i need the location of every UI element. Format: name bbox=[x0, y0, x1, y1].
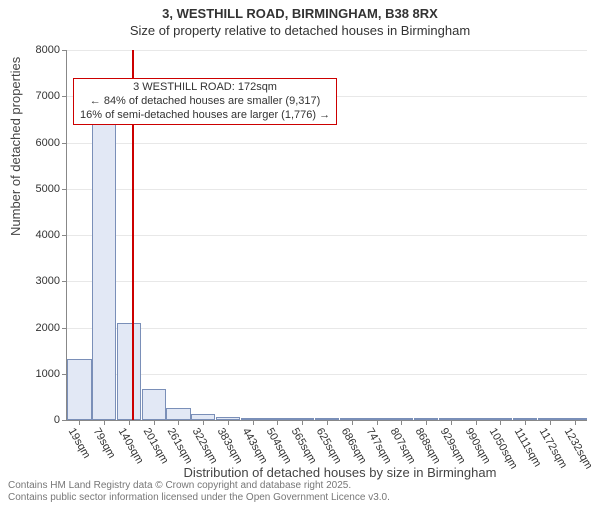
gridline bbox=[67, 374, 587, 375]
y-tick-mark bbox=[62, 143, 67, 144]
annotation-line-2: ← 84% of detached houses are smaller (9,… bbox=[80, 95, 330, 109]
x-tick-label: 79sqm bbox=[91, 426, 118, 461]
gridline bbox=[67, 281, 587, 282]
y-tick-mark bbox=[62, 189, 67, 190]
x-tick-mark bbox=[550, 420, 551, 425]
x-tick-mark bbox=[302, 420, 303, 425]
x-tick-mark bbox=[277, 420, 278, 425]
y-tick-label: 7000 bbox=[20, 90, 60, 102]
y-tick-label: 3000 bbox=[20, 275, 60, 287]
chart-subtitle: Size of property relative to detached ho… bbox=[0, 23, 600, 38]
y-tick-mark bbox=[62, 420, 67, 421]
footer-attribution: Contains HM Land Registry data © Crown c… bbox=[8, 480, 390, 504]
histogram-bar bbox=[92, 114, 116, 420]
x-tick-mark bbox=[327, 420, 328, 425]
x-tick-mark bbox=[476, 420, 477, 425]
x-tick-mark bbox=[253, 420, 254, 425]
plot-area: 3 WESTHILL ROAD: 172sqm← 84% of detached… bbox=[66, 50, 587, 421]
x-tick-mark bbox=[500, 420, 501, 425]
x-tick-mark bbox=[525, 420, 526, 425]
gridline bbox=[67, 235, 587, 236]
histogram-bar bbox=[142, 389, 166, 420]
y-tick-label: 0 bbox=[20, 414, 60, 426]
footer-line-2: Contains public sector information licen… bbox=[8, 492, 390, 504]
histogram-bar bbox=[166, 408, 190, 420]
y-tick-label: 2000 bbox=[20, 322, 60, 334]
gridline bbox=[67, 189, 587, 190]
x-tick-mark bbox=[129, 420, 130, 425]
x-tick-mark bbox=[451, 420, 452, 425]
annotation-box: 3 WESTHILL ROAD: 172sqm← 84% of detached… bbox=[73, 78, 337, 125]
x-tick-mark bbox=[401, 420, 402, 425]
x-tick-mark bbox=[178, 420, 179, 425]
x-tick-mark bbox=[79, 420, 80, 425]
annotation-line-1: 3 WESTHILL ROAD: 172sqm bbox=[80, 81, 330, 95]
footer-line-1: Contains HM Land Registry data © Crown c… bbox=[8, 480, 390, 492]
y-tick-mark bbox=[62, 96, 67, 97]
gridline bbox=[67, 143, 587, 144]
x-tick-mark bbox=[426, 420, 427, 425]
y-tick-label: 1000 bbox=[20, 368, 60, 380]
annotation-line-3: 16% of semi-detached houses are larger (… bbox=[80, 109, 330, 123]
x-tick-label: 19sqm bbox=[66, 426, 93, 461]
y-tick-label: 8000 bbox=[20, 44, 60, 56]
x-tick-mark bbox=[377, 420, 378, 425]
y-tick-label: 5000 bbox=[20, 183, 60, 195]
y-tick-mark bbox=[62, 281, 67, 282]
y-tick-label: 6000 bbox=[20, 137, 60, 149]
gridline bbox=[67, 328, 587, 329]
x-tick-mark bbox=[154, 420, 155, 425]
histogram-bar bbox=[117, 323, 141, 420]
y-tick-mark bbox=[62, 328, 67, 329]
y-tick-mark bbox=[62, 235, 67, 236]
chart-title: 3, WESTHILL ROAD, BIRMINGHAM, B38 8RX bbox=[0, 6, 600, 21]
y-tick-mark bbox=[62, 50, 67, 51]
chart-container: 3, WESTHILL ROAD, BIRMINGHAM, B38 8RX Si… bbox=[0, 6, 600, 506]
gridline bbox=[67, 50, 587, 51]
x-tick-mark bbox=[228, 420, 229, 425]
x-tick-mark bbox=[575, 420, 576, 425]
x-tick-mark bbox=[203, 420, 204, 425]
x-tick-mark bbox=[104, 420, 105, 425]
x-tick-mark bbox=[352, 420, 353, 425]
y-tick-label: 4000 bbox=[20, 229, 60, 241]
histogram-bar bbox=[67, 359, 91, 420]
